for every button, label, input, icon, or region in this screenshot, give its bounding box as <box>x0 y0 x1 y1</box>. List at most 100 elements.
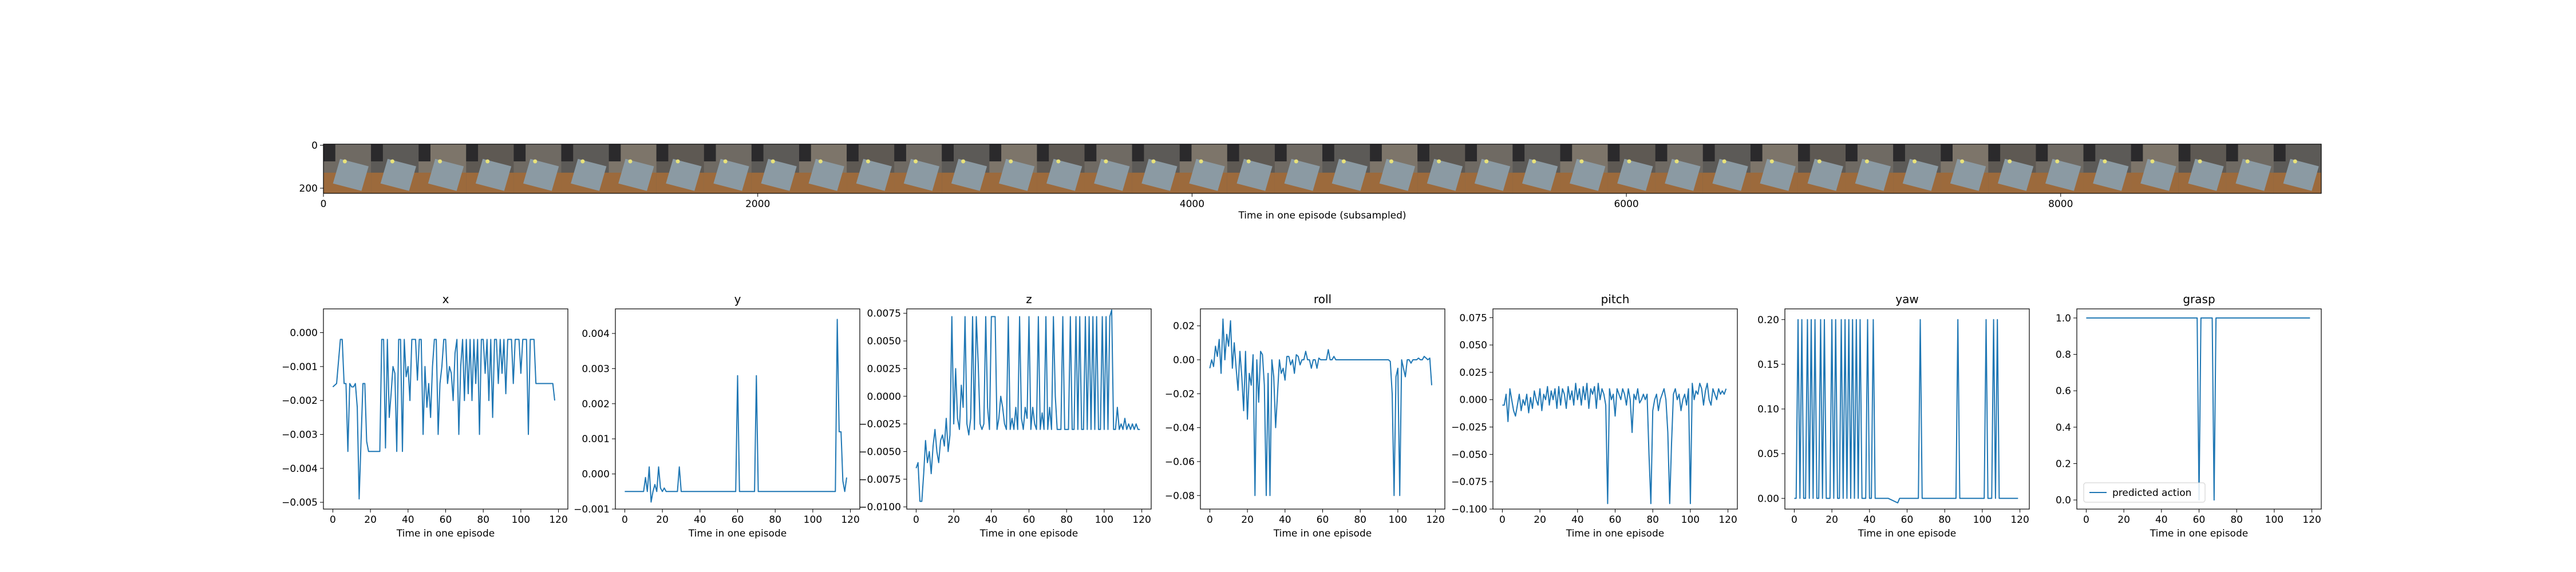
x-tick-label: 40 <box>402 514 414 526</box>
frame-object <box>342 159 347 164</box>
frame-bin <box>998 158 1035 191</box>
frame-bin <box>1522 158 1558 191</box>
frame-bin <box>2140 158 2176 191</box>
x-tick-label: 100 <box>804 514 822 526</box>
frame-object <box>2055 159 2060 164</box>
filmstrip-frame <box>323 144 372 193</box>
y-tick-label: −0.02 <box>1165 388 1195 400</box>
filmstrip-x-tick-label: 2000 <box>745 198 770 210</box>
frame-bin <box>1189 158 1225 191</box>
filmstrip-frame <box>847 144 895 193</box>
y-tick-label: 0.0050 <box>867 336 901 347</box>
x-axis-label: Time in one episode <box>688 528 787 539</box>
y-tick-label: −0.001 <box>282 362 318 373</box>
frame-bin <box>2045 158 2081 191</box>
y-tick-label: 0.000 <box>1459 395 1487 406</box>
filmstrip-y-ticks: 0 200 <box>299 140 323 194</box>
filmstrip-y-tick-label: 0 <box>311 140 318 152</box>
x-tick-label: 0 <box>2083 514 2089 526</box>
frame-bin <box>903 158 940 191</box>
y-tick-label: 0.0025 <box>867 363 901 375</box>
frame-bin <box>1665 158 1701 191</box>
x-tick-label: 120 <box>841 514 859 526</box>
filmstrip-x-tick-label: 0 <box>321 198 327 210</box>
y-tick-label: 0.15 <box>1757 359 1779 371</box>
x-tick-label: 80 <box>2230 514 2243 526</box>
y-tick-label: 1.0 <box>2056 313 2071 324</box>
frame-robot-arm <box>561 144 574 162</box>
y-tick-label: 0.0000 <box>867 391 901 403</box>
filmstrip-frame <box>1988 144 2036 193</box>
y-tick-label: −0.0100 <box>859 502 901 513</box>
frame-robot-arm <box>609 144 621 162</box>
frame-robot-arm <box>1560 144 1573 162</box>
frame-bin <box>2283 158 2319 191</box>
x-tick-label: 20 <box>2117 514 2130 526</box>
frame-object <box>1484 159 1489 164</box>
filmstrip-frame <box>656 144 705 193</box>
frame-bin <box>713 158 749 191</box>
x-tick-label: 40 <box>694 514 706 526</box>
frame-object <box>2245 159 2250 164</box>
filmstrip-frame <box>1465 144 1513 193</box>
frame-robot-arm <box>466 144 479 162</box>
series-line-roll <box>1209 318 1432 496</box>
x-tick-label: 20 <box>656 514 669 526</box>
y-tick-label: 0.6 <box>2056 386 2071 397</box>
frame-bin <box>2188 158 2224 191</box>
y-tick-label: 0.2 <box>2056 458 2071 470</box>
y-tick-label: −0.004 <box>282 463 318 475</box>
x-tick-label: 20 <box>364 514 377 526</box>
filmstrip-frame <box>751 144 800 193</box>
frame-object <box>2198 159 2202 164</box>
frame-robot-arm <box>1037 144 1049 162</box>
frame-robot-arm <box>2273 144 2286 162</box>
frame-bin <box>380 158 417 191</box>
frame-object <box>1294 159 1298 164</box>
x-tick-label: 20 <box>1534 514 1546 526</box>
x-tick-label: 80 <box>769 514 781 526</box>
frame-bin <box>571 158 607 191</box>
frame-bin <box>856 158 892 191</box>
series-line-x <box>332 339 555 500</box>
x-tick-label: 100 <box>1095 514 1113 526</box>
y-tick-label: 0.025 <box>1459 367 1487 379</box>
y-tick-label: 0.000 <box>290 328 318 339</box>
x-tick-label: 60 <box>1901 514 1914 526</box>
y-tick-label: 0.02 <box>1173 321 1195 332</box>
subplot-yaw: yaw 0 20 40 60 80 100 120 0.20 0.15 0.10 0.05 0.00 Ti… <box>1757 292 2030 539</box>
subplot-title: roll <box>1314 292 1332 306</box>
frame-robot-arm <box>1750 144 1763 162</box>
y-tick-label: 0.05 <box>1757 448 1779 460</box>
y-tick-label: 0.0 <box>2056 495 2071 506</box>
frame-bin <box>333 158 369 191</box>
frame-robot-arm <box>1227 144 1239 162</box>
legend-label: predicted action <box>2112 487 2191 499</box>
frame-object <box>914 159 918 164</box>
x-tick-label: 120 <box>1132 514 1151 526</box>
frame-robot-arm <box>751 144 764 162</box>
frame-object <box>580 159 585 164</box>
filmstrip-frame <box>1797 144 1846 193</box>
frame-object <box>1341 159 1346 164</box>
x-tick-label: 40 <box>1571 514 1584 526</box>
frame-bin <box>1807 158 1843 191</box>
frame-object <box>628 159 633 164</box>
x-axis-label: Time in one episode <box>396 528 495 539</box>
subplot-z: z 0 20 40 60 80 100 120 −0.0100 −0.0075 −0.0050 −0.… <box>859 292 1152 539</box>
x-tick-label: 80 <box>1938 514 1951 526</box>
y-tick-label: −0.0075 <box>859 474 901 486</box>
frame-robot-arm <box>847 144 859 162</box>
frame-robot-arm <box>1988 144 2001 162</box>
frame-object <box>723 159 728 164</box>
y-tick-label: −0.0025 <box>859 419 901 430</box>
frame-object <box>2103 159 2107 164</box>
frame-robot-arm <box>371 144 383 162</box>
y-tick-label: 0.00 <box>1757 493 1779 505</box>
subplot-roll: roll 0 20 40 60 80 100 120 0.02 0.00 −0.02 −0.04 −0.… <box>1165 292 1445 539</box>
frame-bin <box>1570 158 1606 191</box>
x-tick-label: 80 <box>477 514 489 526</box>
series-line-grasp <box>2086 317 2310 501</box>
filmstrip-frame <box>418 144 467 193</box>
